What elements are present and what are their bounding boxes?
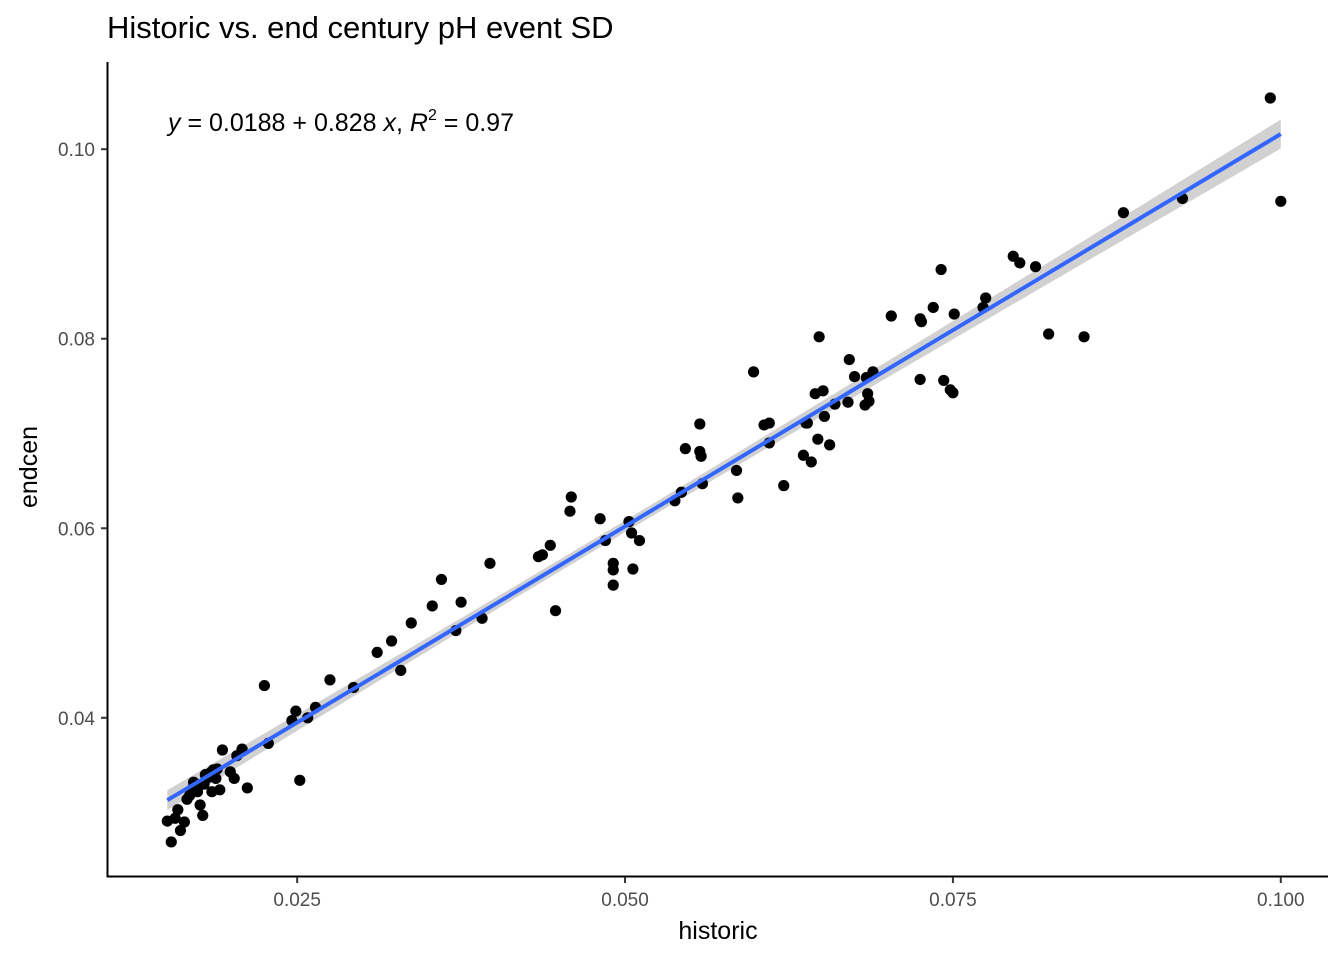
y-tick-label: 0.08 xyxy=(58,330,95,351)
data-point xyxy=(732,492,744,504)
data-point xyxy=(863,395,875,407)
data-point xyxy=(927,301,939,314)
x-axis-title: historic xyxy=(678,917,757,945)
annotation-x-var: x xyxy=(382,109,397,137)
data-point xyxy=(455,596,467,608)
data-point xyxy=(980,292,992,304)
data-point xyxy=(210,772,222,785)
data-point xyxy=(763,417,775,429)
data-point xyxy=(426,600,438,612)
annotation-comma: , xyxy=(396,109,410,137)
data-point xyxy=(843,353,855,366)
data-point xyxy=(191,786,204,798)
regression-line xyxy=(166,132,1282,802)
data-point xyxy=(778,480,790,492)
regression-annotation: y = 0.0188 + 0.828 x, R2 = 0.97 xyxy=(166,107,514,137)
data-point xyxy=(241,782,253,794)
data-point xyxy=(607,579,619,591)
data-point xyxy=(172,804,184,816)
data-point xyxy=(627,563,639,575)
data-point xyxy=(842,396,854,408)
data-point xyxy=(228,772,240,785)
data-point xyxy=(679,443,691,455)
data-point xyxy=(484,557,496,569)
data-point xyxy=(594,513,606,525)
data-point xyxy=(174,824,187,837)
data-point xyxy=(395,664,407,677)
data-point xyxy=(214,784,226,796)
data-point xyxy=(1014,257,1026,269)
data-point xyxy=(564,505,576,517)
data-point xyxy=(194,799,206,811)
y-tick-label: 0.06 xyxy=(58,519,95,540)
data-point xyxy=(730,464,743,477)
x-tick-label: 0.075 xyxy=(929,890,977,911)
data-point xyxy=(1043,328,1055,340)
data-point xyxy=(633,534,646,547)
data-point xyxy=(818,410,830,423)
x-tick-label: 0.050 xyxy=(601,890,649,911)
data-point xyxy=(848,371,861,383)
annotation-r-squared: = 0.97 xyxy=(437,109,514,137)
data-point xyxy=(216,744,229,756)
data-point xyxy=(544,539,556,551)
data-point xyxy=(371,646,383,659)
data-point xyxy=(948,308,960,320)
data-point xyxy=(824,439,836,451)
data-point xyxy=(947,387,959,399)
data-point xyxy=(1029,261,1042,273)
data-point xyxy=(747,366,760,378)
data-point xyxy=(549,605,562,617)
data-point xyxy=(914,373,926,386)
data-point xyxy=(885,310,897,322)
data-point xyxy=(817,385,829,397)
y-tick-label: 0.10 xyxy=(58,140,95,161)
data-point xyxy=(197,809,209,822)
data-point xyxy=(294,774,306,786)
data-point xyxy=(385,635,398,647)
x-tick-label: 0.025 xyxy=(273,890,321,911)
data-point xyxy=(695,450,707,462)
data-point xyxy=(607,557,619,569)
y-axis-title: endcen xyxy=(15,426,43,508)
data-point xyxy=(1264,92,1276,104)
data-point xyxy=(915,316,928,328)
x-tick-label: 0.100 xyxy=(1257,890,1305,911)
data-points-layer xyxy=(161,92,1287,848)
data-point xyxy=(797,449,810,461)
annotation-superscript: 2 xyxy=(428,107,437,124)
fit-line-layer xyxy=(166,132,1282,802)
data-point xyxy=(1078,331,1090,343)
data-point xyxy=(169,812,181,824)
data-point xyxy=(565,491,577,503)
data-point xyxy=(626,527,638,539)
y-tick-label: 0.04 xyxy=(58,709,95,730)
data-point xyxy=(805,456,817,468)
annotation-y-var: y xyxy=(166,109,182,137)
data-point xyxy=(812,433,824,445)
axis-ticks-layer: 0.025 0.050 0.075 0.100 0.04 0.06 0.08 0.10 xyxy=(58,140,1305,911)
annotation-equation: = 0.0188 + 0.828 xyxy=(181,109,384,137)
data-point xyxy=(165,836,177,848)
data-point xyxy=(290,705,302,717)
data-point xyxy=(938,374,950,387)
data-point xyxy=(536,549,549,561)
chart-title: Historic vs. end century pH event SD xyxy=(107,10,614,45)
data-point xyxy=(694,418,706,430)
data-point xyxy=(178,816,190,828)
data-point xyxy=(435,573,448,586)
data-point xyxy=(405,617,417,629)
data-point xyxy=(1117,207,1130,219)
annotation-r: R xyxy=(410,109,428,137)
data-point xyxy=(258,679,270,692)
data-point xyxy=(813,331,825,343)
data-point xyxy=(935,263,947,276)
data-point xyxy=(324,674,336,686)
data-point xyxy=(1275,195,1287,207)
